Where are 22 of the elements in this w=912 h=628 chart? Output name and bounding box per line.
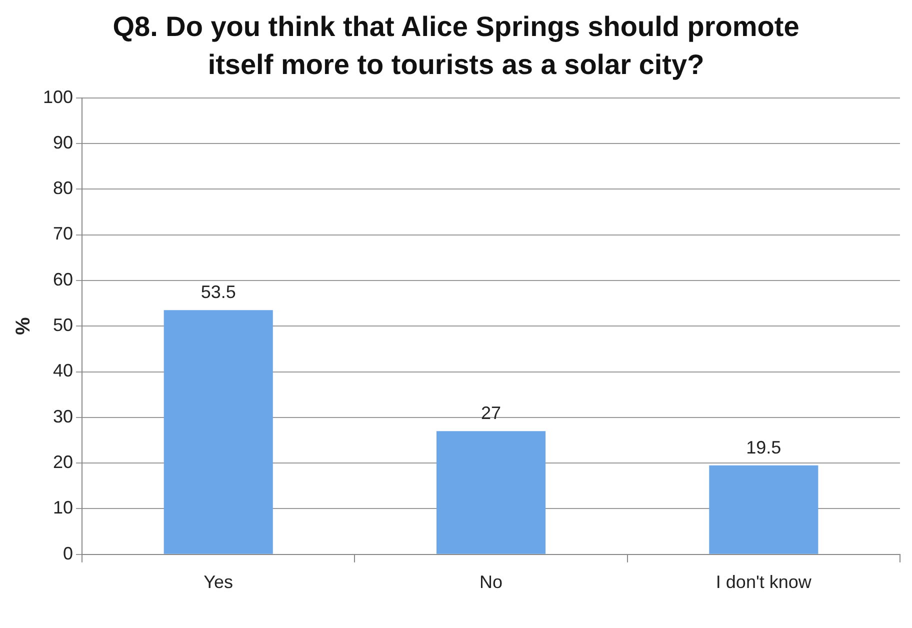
y-tick-label: 100 xyxy=(42,86,74,107)
x-tick-label: Yes xyxy=(204,572,234,592)
y-tick-label: 90 xyxy=(53,132,74,152)
y-tick-label: 20 xyxy=(53,452,74,472)
chart-title: Q8. Do you think that Alice Springs should promote itself more to tourists as a solar city? xyxy=(112,10,800,82)
y-tick-label: 0 xyxy=(63,543,74,564)
x-tick-label: I don't know xyxy=(716,572,812,592)
y-tick-label: 50 xyxy=(53,315,74,336)
data-label: 27 xyxy=(481,403,502,424)
x-tick-label: No xyxy=(480,572,503,592)
y-tick-label: 40 xyxy=(53,360,74,381)
y-tick-label: 60 xyxy=(53,269,74,290)
y-tick-label: 80 xyxy=(53,178,74,198)
y-tick-label: 30 xyxy=(53,406,74,426)
y-tick-label: 10 xyxy=(53,498,74,518)
data-label: 19.5 xyxy=(746,437,782,458)
y-axis-title: % xyxy=(12,317,35,335)
bar xyxy=(709,465,818,554)
bar xyxy=(164,310,273,554)
data-label: 53.5 xyxy=(200,282,236,302)
y-tick-label: 70 xyxy=(53,224,74,244)
bar xyxy=(436,431,546,554)
